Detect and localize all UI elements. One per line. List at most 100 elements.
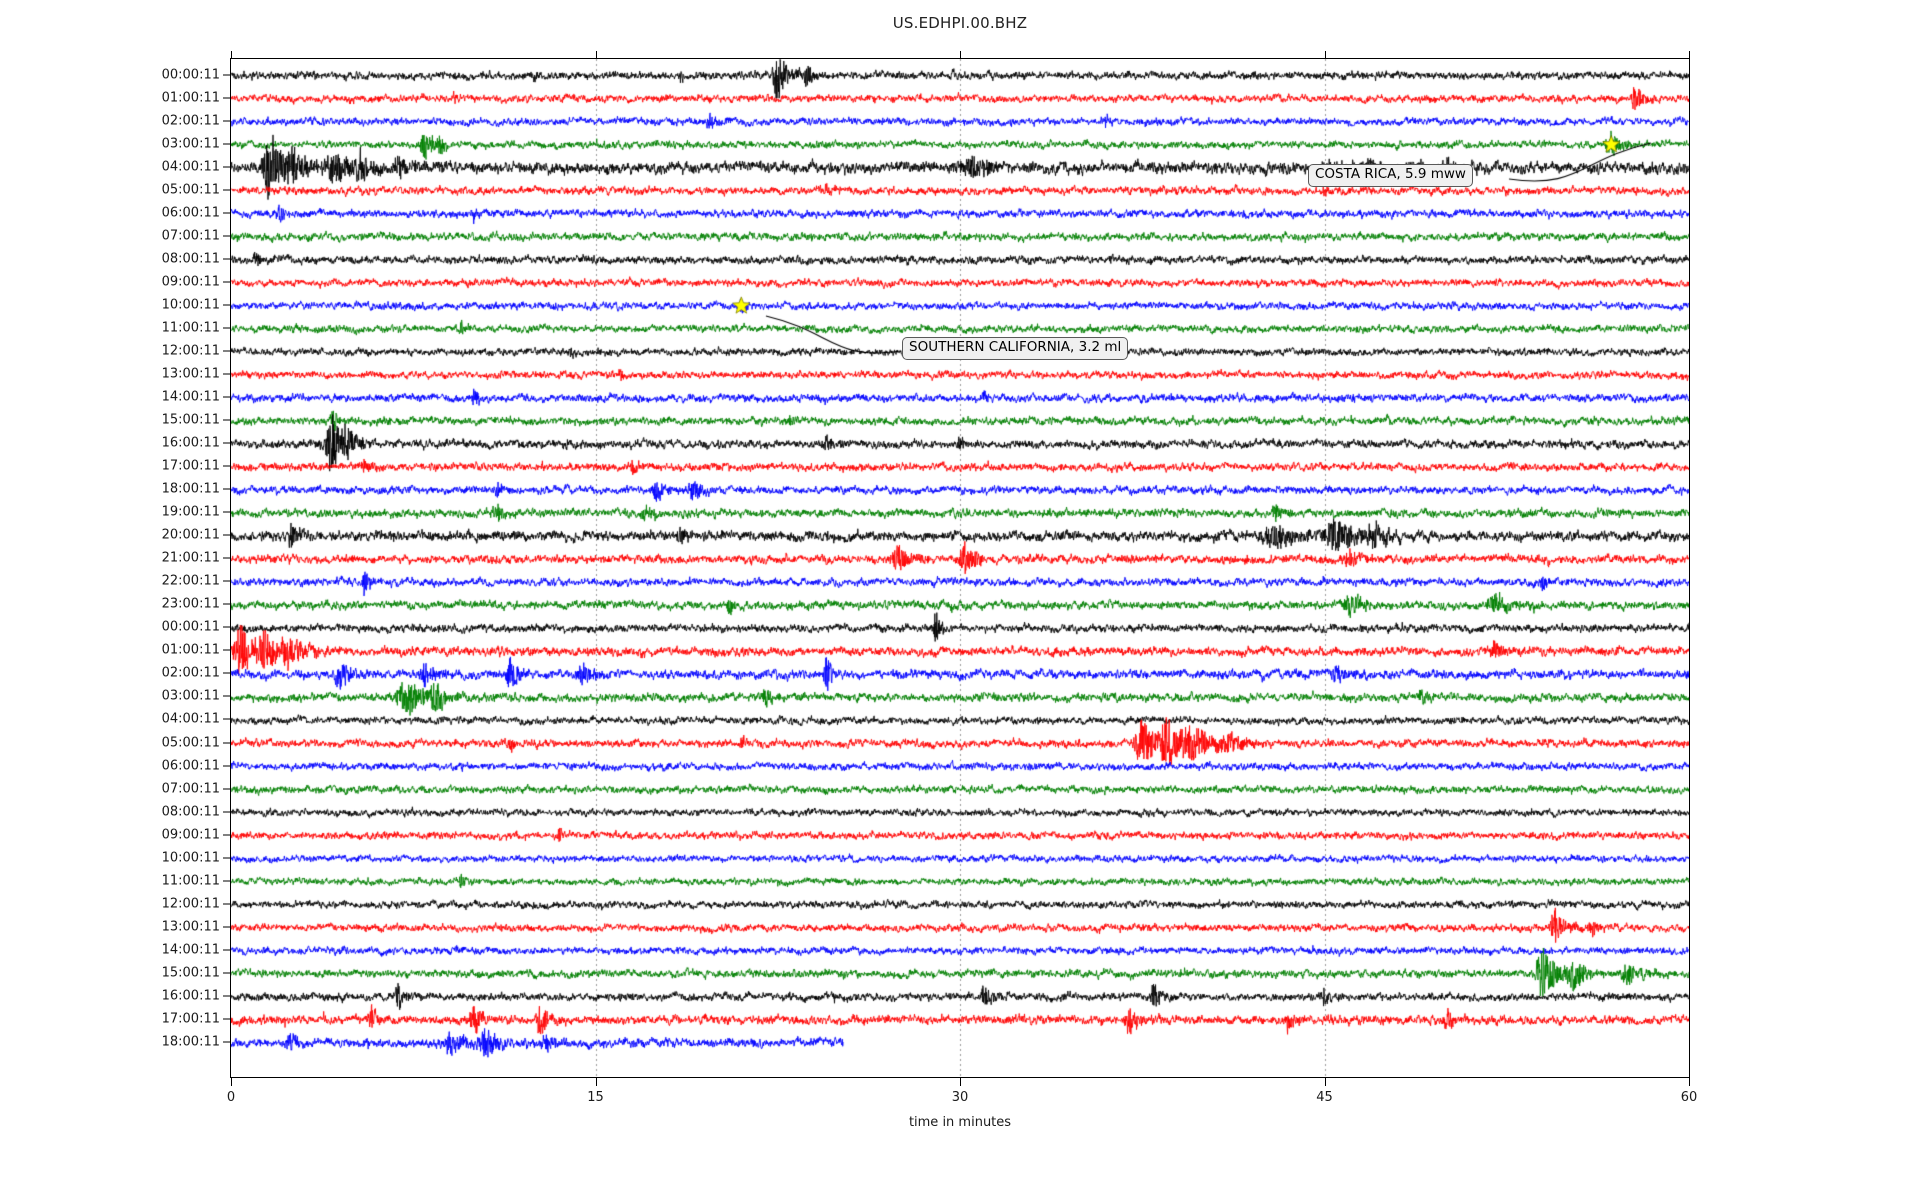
y-axis-tick-label: 09:00:11 [161,827,220,843]
y-axis-tick [223,419,231,421]
y-axis-tick-label: 06:00:11 [161,205,220,221]
y-axis-tick [223,120,231,122]
x-axis-tick-label: 15 [587,1090,604,1105]
x-axis-tick-label: 45 [1316,1090,1333,1105]
y-axis-tick [223,903,231,905]
y-axis-tick [223,649,231,651]
x-axis-tick [1324,1078,1326,1086]
y-axis-tick-label: 00:00:11 [161,619,220,635]
y-axis-tick-label: 22:00:11 [161,573,220,589]
y-axis-tick-label: 02:00:11 [161,113,220,129]
y-axis-tick-label: 11:00:11 [161,873,220,889]
y-axis-tick-label: 14:00:11 [161,942,220,958]
y-axis-tick-label: 13:00:11 [161,366,220,382]
y-axis-tick [223,327,231,329]
x-axis-tick [231,1078,232,1086]
y-axis-tick-label: 12:00:11 [161,896,220,912]
y-axis-tick [223,926,231,928]
y-axis-tick [223,1041,231,1043]
y-axis-tick-label: 03:00:11 [161,136,220,152]
annotation-label-southern-california[interactable]: SOUTHERN CALIFORNIA, 3.2 ml [902,337,1129,360]
y-axis-tick [223,580,231,582]
x-axis-tick-top [595,51,597,59]
y-axis-tick [223,788,231,790]
y-axis-tick-label: 08:00:11 [161,251,220,267]
x-axis-label: time in minutes [908,1115,1012,1130]
y-axis-tick [223,718,231,720]
y-axis-tick [223,166,231,168]
y-axis-tick [223,857,231,859]
y-axis-tick [223,1018,231,1020]
y-axis-tick-label: 04:00:11 [161,159,220,175]
y-axis-tick [223,350,231,352]
y-axis-tick-label: 00:00:11 [161,67,220,83]
y-axis-tick [223,74,231,76]
y-axis-tick [223,811,231,813]
x-axis-tick-label: 0 [226,1090,236,1105]
y-axis-tick-label: 21:00:11 [161,550,220,566]
y-axis-tick [223,396,231,398]
y-axis-tick-label: 04:00:11 [161,711,220,727]
x-axis-tick-top [1689,51,1690,59]
y-axis-tick-label: 13:00:11 [161,919,220,935]
y-axis-tick [223,626,231,628]
y-axis-tick-label: 07:00:11 [161,228,220,244]
y-axis-tick [223,281,231,283]
y-axis-tick [223,235,231,237]
y-axis-tick-label: 12:00:11 [161,343,220,359]
y-axis-tick-label: 18:00:11 [161,481,220,497]
y-axis-tick-label: 03:00:11 [161,688,220,704]
y-axis-tick [223,880,231,882]
y-axis-tick [223,465,231,467]
y-axis-tick [223,442,231,444]
y-axis-tick [223,212,231,214]
y-axis-tick [223,557,231,559]
y-axis-tick-label: 02:00:11 [161,665,220,681]
page-title: US.EDHPI.00.BHZ [892,14,1028,32]
y-axis-tick-label: 16:00:11 [161,435,220,451]
y-axis-tick-label: 15:00:11 [161,965,220,981]
x-axis-tick-top [231,51,232,59]
y-axis-tick-label: 11:00:11 [161,320,220,336]
y-axis-tick [223,765,231,767]
y-axis-tick [223,972,231,974]
y-axis-tick [223,304,231,306]
plot-axes [230,58,1690,1078]
y-axis-tick-label: 15:00:11 [161,412,220,428]
y-axis-tick-label: 10:00:11 [161,297,220,313]
y-axis-tick [223,949,231,951]
y-axis-tick-label: 10:00:11 [161,850,220,866]
y-axis-tick [223,834,231,836]
y-axis-tick-label: 01:00:11 [161,642,220,658]
y-axis-tick [223,189,231,191]
y-axis-tick-label: 09:00:11 [161,274,220,290]
x-axis-tick-label: 30 [951,1090,969,1105]
y-axis-tick-label: 19:00:11 [161,504,220,520]
y-axis-tick-label: 16:00:11 [161,988,220,1004]
y-axis-tick [223,534,231,536]
y-axis-tick-label: 18:00:11 [161,1034,220,1050]
y-axis-tick [223,488,231,490]
y-axis-tick-label: 17:00:11 [161,1011,220,1027]
y-axis-tick [223,603,231,605]
y-axis-tick [223,995,231,997]
y-axis-tick-label: 08:00:11 [161,804,220,820]
y-axis-tick [223,672,231,674]
x-axis-tick-top [960,51,961,59]
x-axis-tick [1689,1078,1690,1086]
y-axis-tick [223,143,231,145]
y-axis-tick-label: 20:00:11 [161,527,220,543]
y-axis-tick [223,695,231,697]
x-axis-tick [595,1078,597,1086]
y-axis-tick [223,742,231,743]
x-axis-tick-label: 60 [1680,1090,1698,1105]
y-axis-tick-label: 17:00:11 [161,458,220,474]
y-axis-tick-label: 23:00:11 [161,596,220,612]
y-axis-tick-label: 05:00:11 [161,182,220,198]
y-axis-tick-label: 07:00:11 [161,781,220,797]
y-axis-tick [223,97,231,99]
x-axis-tick-top [1324,51,1326,59]
y-axis-tick [223,258,231,260]
annotation-label-costa-rica[interactable]: COSTA RICA, 5.9 mww [1308,164,1473,187]
